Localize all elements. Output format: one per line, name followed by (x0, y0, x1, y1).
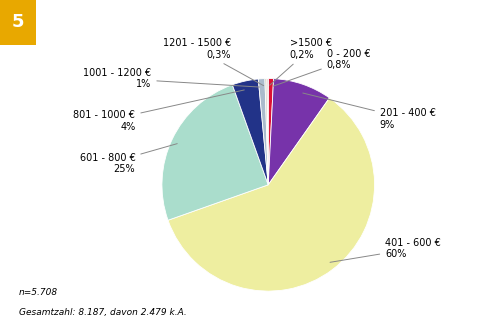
Wedge shape (162, 85, 268, 220)
Text: >1500 €
0,2%: >1500 € 0,2% (270, 38, 331, 85)
Wedge shape (232, 79, 268, 185)
Text: 401 - 600 €
60%: 401 - 600 € 60% (330, 238, 441, 262)
Wedge shape (268, 79, 330, 185)
Bar (0, 0, 36, 45)
Wedge shape (258, 79, 268, 185)
Text: Tatsächliche Kosten für Energieberatung: Tatsächliche Kosten für Energieberatung (43, 15, 394, 30)
Text: 5: 5 (11, 13, 24, 32)
Text: 1201 - 1500 €
0,3%: 1201 - 1500 € 0,3% (163, 38, 263, 86)
Wedge shape (267, 79, 268, 185)
Text: 801 - 1000 €
4%: 801 - 1000 € 4% (73, 90, 244, 132)
Text: 601 - 800 €
25%: 601 - 800 € 25% (80, 144, 177, 174)
Wedge shape (268, 79, 274, 185)
Wedge shape (168, 98, 375, 291)
Wedge shape (265, 79, 268, 185)
Text: 201 - 400 €
9%: 201 - 400 € 9% (303, 93, 436, 130)
Text: 0 - 200 €
0,8%: 0 - 200 € 0,8% (274, 49, 370, 86)
Text: n=5.708: n=5.708 (19, 288, 58, 297)
Text: Gesamtzahl: 8.187, davon 2.479 k.A.: Gesamtzahl: 8.187, davon 2.479 k.A. (19, 308, 187, 317)
Text: 1001 - 1200 €
1%: 1001 - 1200 € 1% (83, 68, 259, 89)
